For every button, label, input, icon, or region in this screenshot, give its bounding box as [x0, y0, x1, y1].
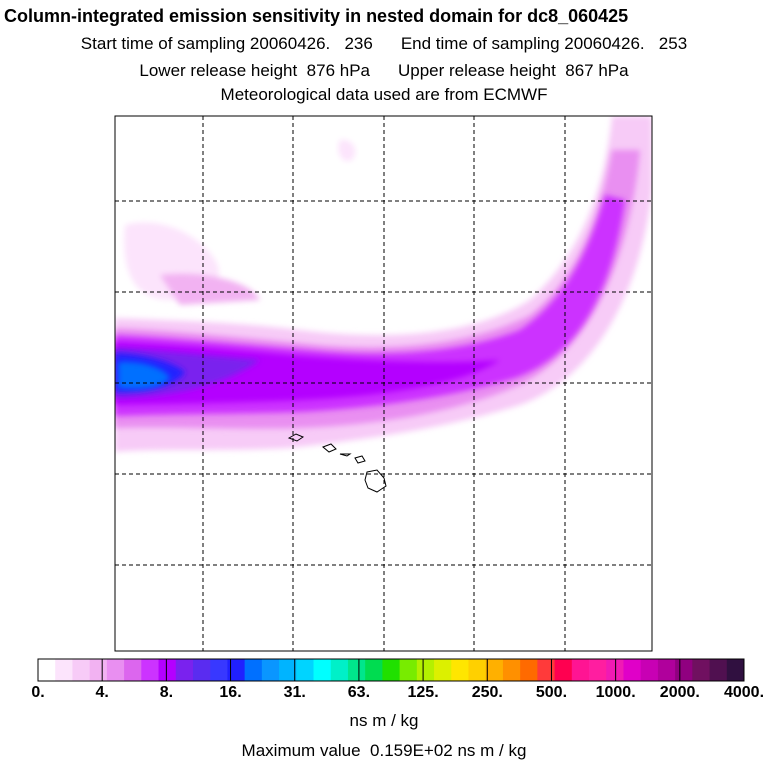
colorbar-swatch [675, 659, 693, 681]
colorbar-swatch [244, 659, 263, 681]
colorbar-label: 0. [31, 684, 45, 701]
lower-release-height: Lower release height 876 hPa [139, 61, 370, 80]
colorbar-swatch [451, 659, 469, 681]
colorbar-swatch [416, 659, 435, 681]
sampling-times: Start time of sampling 20060426. 236 End … [0, 34, 768, 54]
colorbar-swatch [72, 659, 91, 681]
colorbar-label: 63. [347, 684, 371, 701]
colorbar-swatch [124, 659, 142, 681]
emission-sensitivity-field [115, 116, 652, 452]
colorbar-swatch [657, 659, 676, 681]
colorbar-swatch [589, 659, 607, 681]
colorbar-swatch [468, 659, 487, 681]
start-time: Start time of sampling 20060426. 236 [80, 34, 373, 53]
colorbar-swatch [313, 659, 332, 681]
colorbar-swatch [709, 659, 728, 681]
colorbar-swatch [554, 659, 573, 681]
colorbar-swatch [192, 659, 211, 681]
colorbar-swatch [261, 659, 280, 681]
colorbar-swatch [726, 659, 745, 681]
colorbar-swatch [382, 659, 401, 681]
colorbar-swatch [640, 659, 659, 681]
colorbar-swatch [279, 659, 297, 681]
map-frame [114, 115, 653, 652]
colorbar-swatch [347, 659, 366, 681]
colorbar-swatch [141, 659, 160, 681]
colorbar-label: 250. [471, 684, 503, 701]
colorbar-swatch [502, 659, 521, 681]
colorbar-label: 125. [407, 684, 439, 701]
grid-lines [115, 116, 652, 651]
colorbar-swatch [38, 659, 56, 681]
colorbar-swatch [485, 659, 504, 681]
colorbar-swatch [571, 659, 590, 681]
colorbar-swatch [210, 659, 228, 681]
upper-release-height: Upper release height 867 hPa [398, 61, 629, 80]
colorbar-swatch [606, 659, 624, 681]
colorbar-units: ns m / kg [349, 711, 419, 730]
colorbar-swatch [520, 659, 538, 681]
colorbar-label: 16. [219, 684, 242, 701]
colorbar-swatch [227, 659, 246, 681]
colorbar-label: 4. [95, 684, 109, 701]
met-data-source: Meteorological data used are from ECMWF [220, 85, 548, 104]
hawaiian-islands-coastline [287, 433, 387, 493]
colorbar-swatch [55, 659, 73, 681]
colorbar [37, 658, 745, 682]
map-title: Column-integrated emission sensitivity i… [4, 6, 629, 26]
colorbar-label: 31. [283, 684, 306, 701]
colorbar-label: 2000. [659, 684, 700, 701]
colorbar-swatch [175, 659, 194, 681]
colorbar-swatch [106, 659, 125, 681]
colorbar-swatch [89, 659, 108, 681]
colorbar-swatch [365, 659, 383, 681]
end-time: End time of sampling 20060426. 253 [400, 34, 688, 53]
colorbar-label: 4000. [723, 684, 765, 701]
colorbar-swatch [158, 659, 177, 681]
colorbar-swatch [537, 659, 556, 681]
colorbar-label: 500. [535, 684, 568, 701]
colorbar-swatch [330, 659, 349, 681]
maximum-value: Maximum value 0.159E+02 ns m / kg [241, 741, 527, 760]
colorbar-swatch [399, 659, 418, 681]
colorbar-swatch [692, 659, 711, 681]
release-heights: Lower release height 876 hPa Upper releas… [0, 61, 768, 81]
colorbar-swatch [296, 659, 315, 681]
colorbar-swatch [434, 659, 452, 681]
colorbar-swatch [623, 659, 642, 681]
colorbar-label: 1000. [595, 684, 636, 701]
colorbar-label: 8. [159, 684, 174, 701]
